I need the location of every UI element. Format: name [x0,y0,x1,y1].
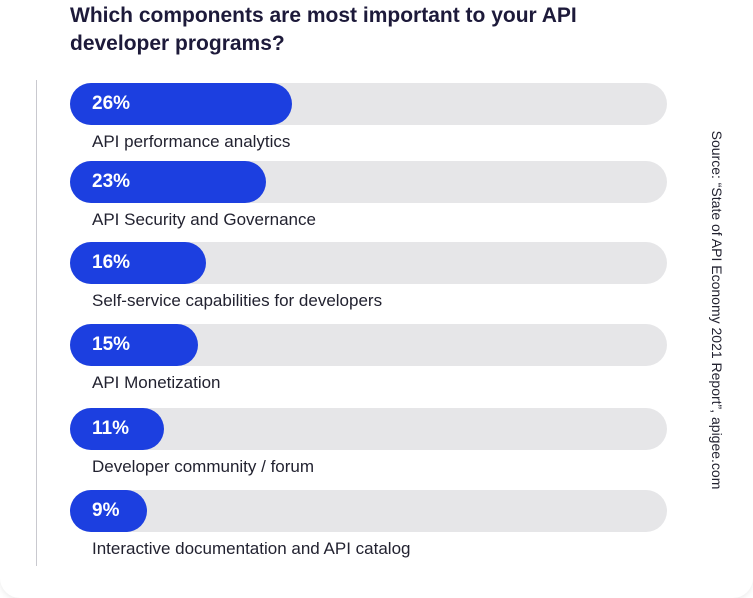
bar-track [70,408,667,450]
bar-fill [70,242,207,284]
bar-track [70,83,667,125]
bar-category-label: API Security and Governance [92,210,316,229]
bar-track [70,161,667,203]
bar-value-label: 15% [92,334,131,355]
bar-value-label: 16% [92,252,131,273]
bar-value-label: 9% [92,500,120,521]
bar-track [70,324,667,366]
bar-fill [70,324,198,366]
bar-fill [70,490,147,532]
source-note: Source: “State of API Economy 2021 Repor… [709,130,725,490]
bar-fill [70,83,292,125]
bar-category-label: Developer community / forum [92,457,315,476]
bar-category-label: API Monetization [92,373,221,392]
bar-fill [70,161,267,203]
bar-category-label: API performance analytics [92,132,291,151]
chart-title: Which components are most important to y… [70,4,577,55]
bar-track [70,490,667,532]
bar-value-label: 11% [92,418,129,439]
bar-value-label: 23% [92,171,131,192]
bar-category-label: Interactive documentation and API catalo… [92,539,411,558]
bar-category-label: Self-service capabilities for developers [92,291,383,310]
bar-fill [70,408,164,450]
axis-line [36,80,37,566]
bar-track [70,242,667,284]
bar-value-label: 26% [92,93,131,114]
